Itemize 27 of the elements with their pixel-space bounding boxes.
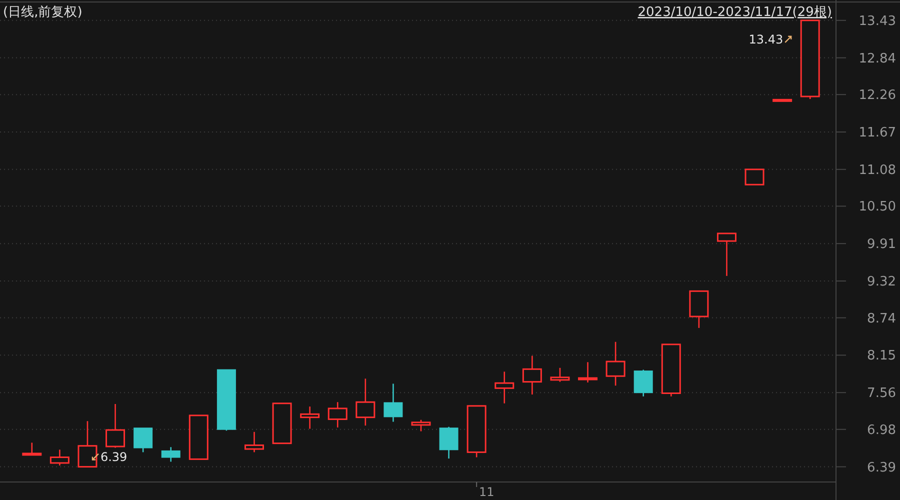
candlestick <box>300 406 320 430</box>
y-tick-label: 13.43 <box>858 14 896 29</box>
y-tick-label: 9.32 <box>867 274 896 290</box>
y-tick-label: 12.26 <box>858 88 896 104</box>
candlestick <box>50 449 70 466</box>
y-tick-label: 10.50 <box>858 200 896 215</box>
y-tick-label: 9.91 <box>867 237 896 252</box>
y-tick-label: 8.15 <box>867 348 896 364</box>
candlestick <box>522 355 542 396</box>
candlestick <box>328 401 348 428</box>
annotation: 13.43 <box>748 32 784 46</box>
y-tick-label: 11.67 <box>858 125 896 140</box>
annotation: 6.39 <box>100 450 128 464</box>
y-tick-label: 6.39 <box>867 460 896 476</box>
y-tick-label: 12.84 <box>858 51 896 66</box>
chart-subtitle: 2023/10/10-2023/11/17(29根) <box>638 5 832 20</box>
candlestick <box>494 371 514 404</box>
x-tick-label: 11 <box>478 485 494 499</box>
y-tick-label: 8.74 <box>867 311 896 326</box>
candlestick <box>161 446 180 462</box>
y-tick-label: 6.98 <box>867 422 896 438</box>
candlestick <box>606 341 626 386</box>
candlestick <box>384 383 403 422</box>
y-tick-label: 11.08 <box>858 162 896 178</box>
y-tick-label: 7.56 <box>867 386 896 402</box>
candlestick <box>772 98 792 102</box>
chart-title: (日线,前复权) <box>3 5 82 20</box>
